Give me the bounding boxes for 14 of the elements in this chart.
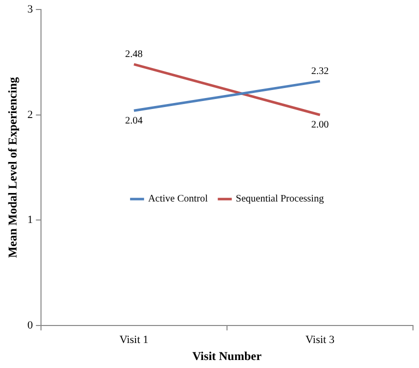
legend-label: Active Control: [148, 194, 208, 205]
y-tick-label: 2: [27, 108, 33, 121]
x-tick-label: Visit 1: [119, 334, 148, 346]
y-tick-label: 1: [27, 214, 33, 226]
data-label: 2.00: [311, 119, 329, 130]
y-tick-label: 3: [27, 3, 34, 16]
data-label: 2.04: [125, 115, 143, 126]
x-tick-label: Visit 3: [305, 334, 335, 346]
legend-label: Sequential Processing: [236, 194, 324, 205]
y-tick-label: 0: [27, 319, 34, 332]
data-label: 2.48: [125, 48, 143, 60]
x-axis-title: Visit Number: [192, 348, 262, 363]
data-label: 2.32: [311, 66, 329, 77]
y-axis-title: Mean Modal Level of Experiencing: [5, 77, 20, 258]
